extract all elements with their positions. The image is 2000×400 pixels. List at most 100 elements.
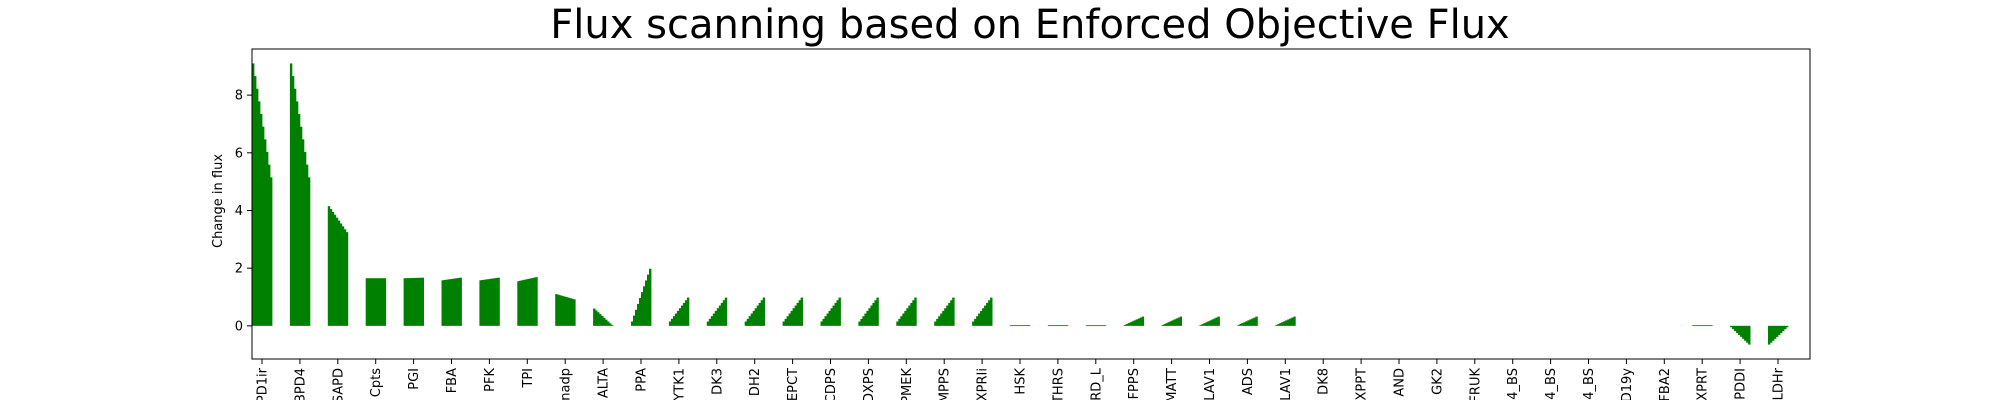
flux-bar [760, 300, 764, 326]
x-tick-label: DXPS [862, 368, 877, 400]
flux-bar [1024, 325, 1027, 327]
flux-bar [301, 139, 305, 326]
flux-bar [750, 313, 754, 326]
flux-bar [1287, 319, 1290, 326]
flux-bar [1055, 325, 1059, 327]
flux-bar [1241, 323, 1244, 326]
flux-bar [1139, 317, 1143, 326]
flux-bar [1291, 317, 1294, 326]
flux-bar [828, 310, 831, 326]
flux-bar [365, 278, 369, 326]
flux-bar [345, 232, 349, 326]
flux-bar [443, 279, 446, 326]
flux-bar [1772, 325, 1775, 341]
flux-bar [639, 298, 642, 326]
flux-bar [1161, 324, 1164, 326]
y-axis-label: Change in flux [211, 154, 226, 248]
flux-bar [1020, 325, 1023, 327]
flux-bar [796, 302, 799, 326]
flux-bar [1141, 316, 1145, 326]
x-tick-label: PDDI [1734, 368, 1749, 400]
flux-bar [836, 300, 839, 326]
flux-bar [782, 321, 785, 326]
x-tick-label: 4_BS [1506, 368, 1521, 400]
flux-bar [978, 313, 981, 326]
flux-bar [714, 310, 718, 326]
flux-bar [860, 318, 863, 326]
flux-bar [343, 229, 347, 326]
flux-bar [790, 310, 793, 326]
flux-bar [756, 305, 760, 326]
y-tick-label: 0 [235, 319, 243, 334]
flux-bar [635, 309, 638, 326]
flux-bar [1255, 316, 1258, 326]
x-tick-label: PD1ir [256, 367, 271, 400]
flux-bar [367, 278, 371, 326]
flux-bar [341, 226, 345, 326]
flux-bar [1012, 325, 1015, 327]
flux-bar [252, 63, 255, 326]
flux-bar [1740, 325, 1743, 337]
flux-bar [1057, 325, 1061, 327]
flux-bar [1247, 320, 1250, 326]
flux-bar [786, 316, 789, 326]
flux-bar [595, 310, 598, 326]
flux-bar [752, 310, 756, 326]
x-tick-label: PPA [635, 368, 650, 392]
flux-bar [974, 318, 977, 326]
flux-bar [597, 312, 600, 326]
x-tick-label: GK2 [1430, 368, 1445, 395]
flux-bar [686, 297, 690, 326]
flux-bar [637, 303, 640, 326]
x-tick-label: LDHr [1772, 367, 1787, 400]
flux-bar [1704, 325, 1707, 327]
flux-bar [258, 101, 261, 326]
flux-bar [1215, 317, 1218, 326]
flux-bar [1710, 325, 1713, 327]
flux-bar [531, 277, 534, 326]
flux-bar [479, 280, 482, 326]
flux-bar [824, 316, 827, 326]
x-tick-label: EPCT [786, 368, 801, 400]
flux-bar [1065, 325, 1069, 327]
flux-bar [862, 316, 865, 326]
flux-bar [820, 321, 823, 326]
flux-bar [573, 299, 576, 326]
flux-bar [1289, 318, 1292, 326]
flux-bar [676, 310, 680, 326]
flux-bar [289, 63, 293, 326]
flux-bar [762, 297, 766, 326]
flux-bar [381, 278, 385, 326]
flux-bar [519, 280, 522, 326]
flux-bar [706, 321, 710, 326]
flux-bar [952, 297, 955, 326]
flux-bar [264, 139, 267, 326]
flux-bar [1696, 325, 1699, 327]
x-tick-label: RD_L [1089, 367, 1104, 400]
flux-bar [1778, 325, 1781, 335]
flux-bar [565, 297, 568, 326]
flux-bar [383, 278, 387, 326]
flux-bar [1239, 324, 1242, 326]
flux-bar [1782, 325, 1785, 332]
flux-bar [533, 277, 536, 326]
flux-bar [1770, 325, 1773, 343]
flux-bar [419, 277, 422, 326]
flux-bar [980, 310, 983, 326]
flux-bar [720, 302, 724, 326]
flux-bar [668, 321, 672, 326]
flux-bar [266, 152, 269, 326]
flux-bar [976, 316, 979, 326]
flux-bar [746, 318, 750, 326]
flux-bar [1213, 318, 1216, 326]
x-axis-ticks: PD1ir BPD4 SAPD Cpts PGI FBA PFK TPI nadp ALTA PPA… [256, 359, 1787, 400]
flux-bar [1026, 325, 1029, 327]
flux-bar [421, 277, 424, 326]
flux-bar [327, 206, 331, 326]
flux-bar [1087, 325, 1091, 327]
flux-bar [1293, 316, 1296, 326]
flux-bar [1169, 321, 1172, 326]
x-tick-label: ADS [1241, 368, 1256, 395]
flux-bar [1706, 325, 1709, 327]
